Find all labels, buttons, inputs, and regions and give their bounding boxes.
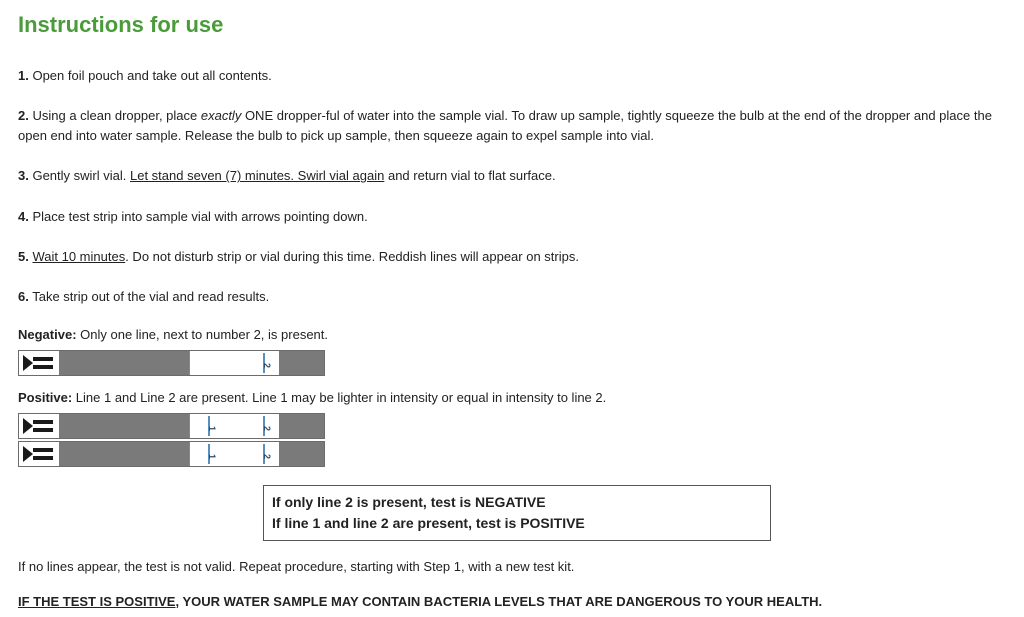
warning-leadin: IF THE TEST IS POSITIVE xyxy=(18,594,175,609)
strip-gray-region xyxy=(59,414,189,438)
step-5: 5. Wait 10 minutes. Do not disturb strip… xyxy=(18,247,1006,267)
step-text: . Do not disturb strip or vial during th… xyxy=(125,249,579,264)
step-3: 3. Gently swirl vial. Let stand seven (7… xyxy=(18,166,1006,186)
step-number: 5. xyxy=(18,249,29,264)
step-text: Open foil pouch and take out all content… xyxy=(32,68,271,83)
mark-label: 1 xyxy=(207,426,217,431)
positive-result-label: Positive: Line 1 and Line 2 are present.… xyxy=(18,390,1006,405)
summary-line: If only line 2 is present, test is NEGAT… xyxy=(272,492,762,513)
step-text: Using a clean dropper, place xyxy=(32,108,200,123)
summary-line: If line 1 and line 2 are present, test i… xyxy=(272,513,762,534)
step-text: Gently swirl vial. xyxy=(32,168,130,183)
result-text: Only one line, next to number 2, is pres… xyxy=(77,327,328,342)
test-strip: 1 2 xyxy=(18,413,325,439)
step-6: 6. Take strip out of the vial and read r… xyxy=(18,287,1006,307)
step-4: 4. Place test strip into sample vial wit… xyxy=(18,207,1006,227)
step-number: 6. xyxy=(18,289,29,304)
strip-gray-region xyxy=(279,414,324,438)
step-number: 2. xyxy=(18,108,29,123)
step-number: 4. xyxy=(18,209,29,224)
step-text: Place test strip into sample vial with a… xyxy=(32,209,367,224)
page-title: Instructions for use xyxy=(18,12,1006,38)
step-emphasis: exactly xyxy=(201,108,241,123)
step-number: 3. xyxy=(18,168,29,183)
strip-arrow-icon xyxy=(19,442,60,466)
result-label: Positive: xyxy=(18,390,72,405)
invalid-note: If no lines appear, the test is not vali… xyxy=(18,559,1006,574)
strip-gray-region xyxy=(279,442,324,466)
test-strip: 2 xyxy=(18,350,325,376)
warning-line: IF THE TEST IS POSITIVE, YOUR WATER SAMP… xyxy=(18,594,1006,609)
positive-strip-diagram: 1 2 1 2 xyxy=(18,413,1006,467)
warning-rest: , YOUR WATER SAMPLE MAY CONTAIN BACTERIA… xyxy=(175,594,822,609)
result-text: Line 1 and Line 2 are present. Line 1 ma… xyxy=(72,390,606,405)
step-underline: Wait 10 minutes xyxy=(32,249,125,264)
mark-label: 2 xyxy=(262,363,272,368)
mark-label: 1 xyxy=(207,454,217,459)
strip-mark-1: 1 xyxy=(204,444,218,464)
strip-mark-2: 2 xyxy=(259,444,273,464)
strip-arrow-icon xyxy=(19,414,60,438)
mark-label: 2 xyxy=(262,454,272,459)
result-summary-box: If only line 2 is present, test is NEGAT… xyxy=(263,485,771,541)
test-strip: 1 2 xyxy=(18,441,325,467)
strip-gray-region xyxy=(59,351,189,375)
step-2: 2. Using a clean dropper, place exactly … xyxy=(18,106,1006,146)
step-underline: Let stand seven (7) minutes. Swirl vial … xyxy=(130,168,384,183)
strip-arrow-icon xyxy=(19,351,60,375)
strip-mark-2: 2 xyxy=(259,353,273,373)
step-1: 1. Open foil pouch and take out all cont… xyxy=(18,66,1006,86)
negative-result-label: Negative: Only one line, next to number … xyxy=(18,327,1006,342)
mark-label: 2 xyxy=(262,426,272,431)
step-text: and return vial to flat surface. xyxy=(384,168,555,183)
strip-gray-region xyxy=(59,442,189,466)
strip-mark-2: 2 xyxy=(259,416,273,436)
step-number: 1. xyxy=(18,68,29,83)
result-label: Negative: xyxy=(18,327,77,342)
strip-mark-1: 1 xyxy=(204,416,218,436)
step-text: Take strip out of the vial and read resu… xyxy=(32,289,269,304)
negative-strip-diagram: 2 xyxy=(18,350,1006,376)
strip-gray-region xyxy=(279,351,324,375)
